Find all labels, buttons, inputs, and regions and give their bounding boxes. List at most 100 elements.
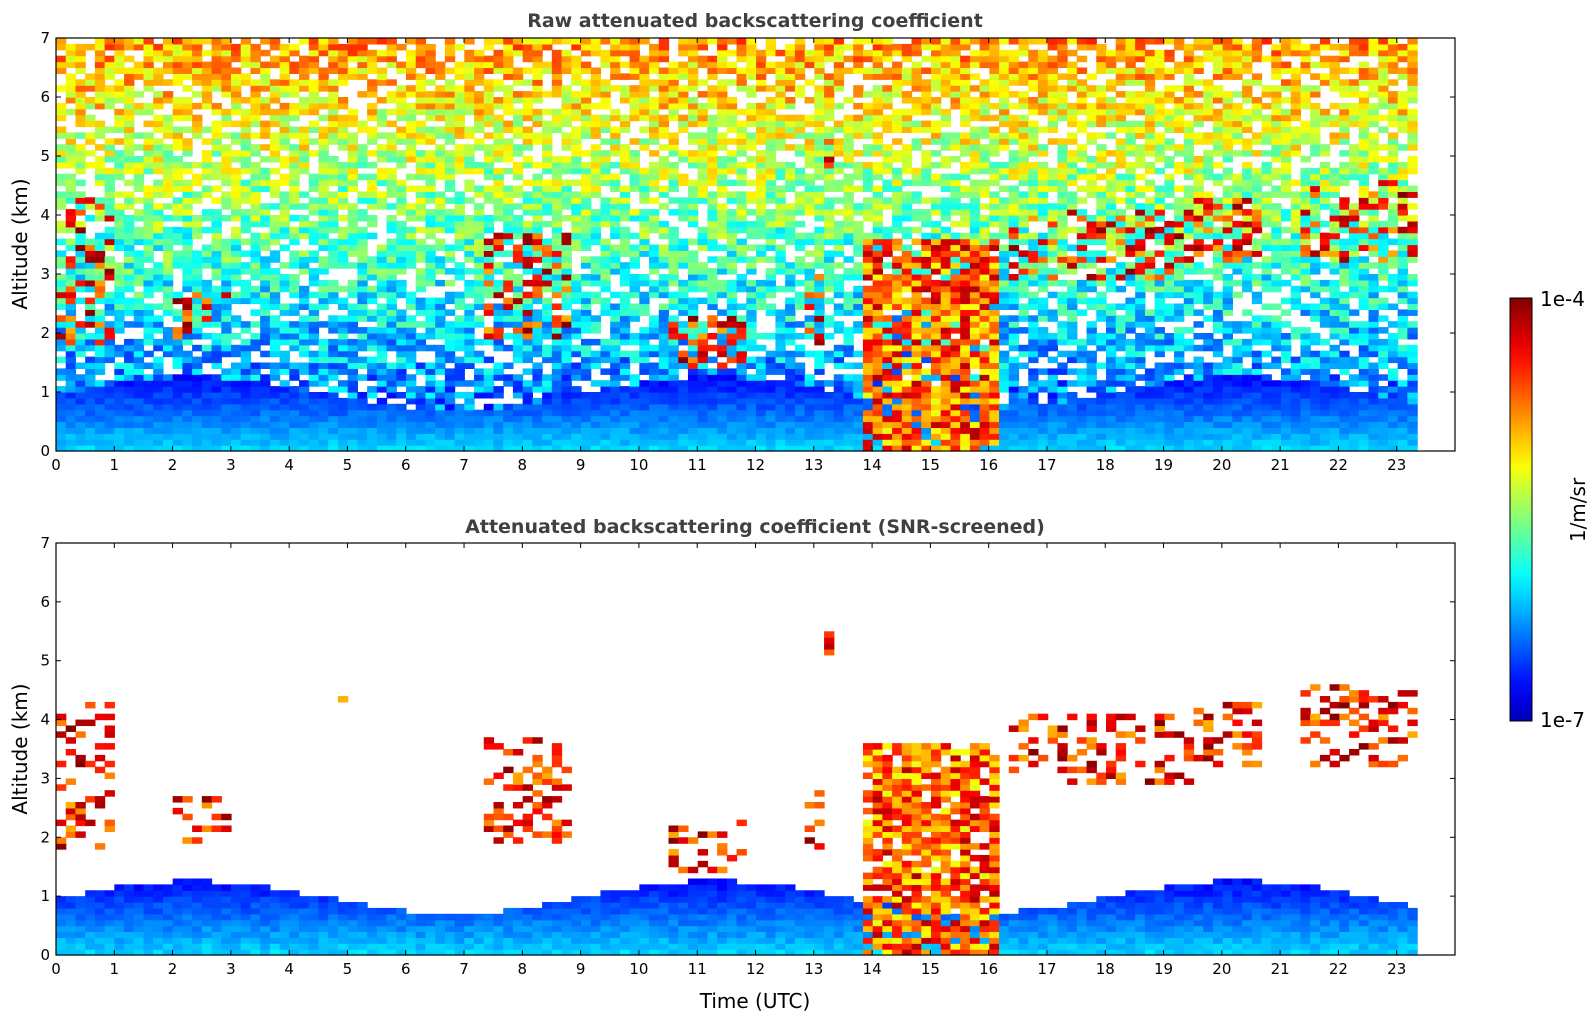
screened-x-axis: 0 1 2 3 4 5 6 7 8 9 10 11 12 13 14 15 16 17 18 19 20 21 22 23 <box>51 543 1406 978</box>
x-tick-label: 3 <box>226 456 236 474</box>
x-tick-label: 15 <box>921 960 940 978</box>
x-tick-label: 3 <box>226 960 236 978</box>
x-tick-label: 10 <box>629 960 648 978</box>
raw-y-axis-label: Altitude (km) <box>8 178 32 309</box>
raw-x-axis: 0 1 2 3 4 5 6 7 8 9 10 11 12 13 14 15 16 17 18 19 20 21 22 23 <box>51 38 1406 474</box>
raw-y-axis: 0 1 2 3 4 5 6 7 <box>40 29 1455 460</box>
y-tick-label: 7 <box>40 29 50 47</box>
x-tick: 20 <box>1212 543 1231 978</box>
x-tick-label: 8 <box>518 456 528 474</box>
x-tick: 19 <box>1154 543 1173 978</box>
x-tick: 21 <box>1271 543 1290 978</box>
y-tick-label: 2 <box>40 828 50 846</box>
x-tick-label: 11 <box>688 456 707 474</box>
x-tick-label: 21 <box>1271 960 1290 978</box>
x-tick: 18 <box>1096 38 1115 474</box>
y-tick: 5 <box>40 652 1455 670</box>
x-tick-label: 0 <box>51 456 61 474</box>
x-tick-label: 9 <box>576 960 586 978</box>
x-tick: 1 <box>110 543 119 978</box>
x-tick-label: 22 <box>1329 960 1348 978</box>
x-tick: 4 <box>284 543 294 978</box>
y-tick-label: 0 <box>40 442 50 460</box>
y-tick: 3 <box>40 265 1455 283</box>
x-tick: 3 <box>226 543 236 978</box>
y-tick-label: 7 <box>40 534 50 552</box>
x-tick: 13 <box>804 38 823 474</box>
y-tick-label: 3 <box>40 265 50 283</box>
x-tick: 14 <box>863 38 882 474</box>
colorbar-min-label: 1e-7 <box>1540 708 1585 732</box>
x-tick: 20 <box>1212 38 1231 474</box>
x-tick-label: 2 <box>168 456 178 474</box>
x-tick-label: 20 <box>1212 960 1231 978</box>
x-tick-label: 1 <box>110 456 120 474</box>
x-tick: 9 <box>576 543 586 978</box>
x-tick: 23 <box>1387 38 1406 474</box>
x-tick-label: 17 <box>1037 960 1056 978</box>
x-tick: 23 <box>1387 543 1406 978</box>
raw-heatmap <box>56 38 1418 452</box>
x-tick: 17 <box>1037 38 1057 474</box>
colorbar-max-label: 1e-4 <box>1540 287 1585 311</box>
x-tick-label: 7 <box>459 456 469 474</box>
y-tick: 1 <box>40 887 1455 905</box>
x-tick-label: 15 <box>921 456 940 474</box>
x-tick: 14 <box>863 543 882 978</box>
x-tick-label: 12 <box>746 960 765 978</box>
y-tick-label: 5 <box>40 147 50 165</box>
x-tick-label: 19 <box>1154 960 1173 978</box>
x-tick-label: 21 <box>1271 456 1290 474</box>
screened-panel-title: Attenuated backscattering coefficient (S… <box>465 516 1045 538</box>
x-tick-label: 23 <box>1387 456 1406 474</box>
raw-backscatter-panel: Raw attenuated backscattering coefficien… <box>8 10 1456 474</box>
x-tick: 17 <box>1037 543 1057 978</box>
x-tick: 3 <box>226 38 236 474</box>
x-tick: 11 <box>688 38 707 474</box>
y-tick-label: 0 <box>40 946 50 964</box>
x-tick-label: 0 <box>51 960 61 978</box>
x-tick-label: 8 <box>518 960 528 978</box>
x-tick: 5 <box>343 543 352 978</box>
y-tick-label: 5 <box>40 652 50 670</box>
x-tick: 1 <box>110 38 120 474</box>
x-tick-label: 9 <box>576 456 586 474</box>
x-tick-label: 5 <box>343 456 353 474</box>
x-tick-label: 4 <box>284 960 294 978</box>
x-tick-label: 11 <box>688 960 707 978</box>
y-tick-label: 4 <box>40 206 50 224</box>
x-tick-label: 10 <box>629 456 648 474</box>
x-tick: 11 <box>688 543 707 978</box>
x-tick-label: 18 <box>1096 456 1115 474</box>
x-tick-label: 14 <box>863 456 882 474</box>
x-tick: 10 <box>629 38 648 474</box>
x-tick: 12 <box>746 543 765 978</box>
x-tick: 21 <box>1271 38 1290 474</box>
y-tick: 2 <box>40 324 1455 342</box>
y-tick: 0 <box>40 946 1455 964</box>
x-tick: 2 <box>168 543 177 978</box>
x-tick-label: 22 <box>1329 456 1348 474</box>
x-tick-label: 13 <box>804 456 823 474</box>
y-tick: 7 <box>40 29 1455 47</box>
y-tick: 4 <box>40 206 1455 224</box>
screened-heatmap <box>56 631 1418 956</box>
x-tick-label: 18 <box>1096 960 1115 978</box>
x-tick-label: 17 <box>1037 456 1056 474</box>
x-tick: 2 <box>168 38 178 474</box>
x-tick: 16 <box>979 38 998 474</box>
y-tick: 5 <box>40 147 1455 165</box>
x-tick: 15 <box>921 543 940 978</box>
x-tick: 18 <box>1096 543 1115 978</box>
x-tick-label: 20 <box>1212 456 1231 474</box>
y-tick: 6 <box>40 88 1455 106</box>
y-tick: 0 <box>40 442 1455 460</box>
x-tick: 4 <box>284 38 294 474</box>
x-tick: 8 <box>518 543 528 978</box>
x-tick-label: 7 <box>459 960 469 978</box>
screened-y-axis-label: Altitude (km) <box>8 683 32 814</box>
raw-panel-title: Raw attenuated backscattering coefficien… <box>527 10 983 32</box>
y-tick: 4 <box>40 711 1455 729</box>
x-tick-label: 19 <box>1154 456 1173 474</box>
x-tick: 15 <box>921 38 940 474</box>
